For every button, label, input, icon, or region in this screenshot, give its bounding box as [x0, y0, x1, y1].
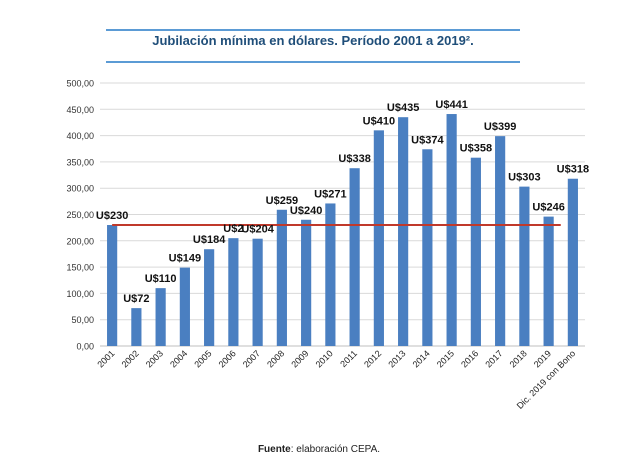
data-label: U$110 — [145, 273, 177, 285]
data-label: U$259 — [266, 195, 298, 207]
data-label: U$435 — [387, 102, 419, 114]
bar — [446, 114, 457, 346]
data-label: U$246 — [532, 202, 564, 214]
bar — [519, 186, 530, 346]
data-label: U$358 — [460, 143, 492, 155]
data-label: U$338 — [338, 153, 370, 165]
bar — [567, 178, 578, 346]
x-tick-label: 2006 — [217, 348, 238, 369]
y-tick-label: 400,00 — [66, 131, 94, 141]
data-label: U$410 — [363, 115, 395, 127]
x-tick-label: 2003 — [144, 348, 165, 369]
bar — [543, 216, 554, 346]
x-tick-label: 2014 — [411, 348, 432, 369]
data-label: U$399 — [484, 121, 516, 133]
x-tick-label: 2016 — [459, 348, 480, 369]
y-tick-label: 100,00 — [66, 289, 94, 299]
x-tick-label: 2018 — [508, 348, 529, 369]
bar — [422, 149, 433, 346]
source-label: Fuente — [257, 444, 291, 455]
x-tick-label: 2019 — [532, 348, 553, 369]
bar — [349, 168, 360, 346]
title-rule-top — [106, 29, 520, 31]
bar — [204, 249, 215, 346]
x-tick-label: 2002 — [120, 348, 141, 369]
data-label: U$204 — [241, 224, 274, 236]
y-tick-label: 50,00 — [71, 315, 94, 325]
y-tick-label: 250,00 — [66, 210, 94, 220]
data-label: U$303 — [508, 172, 540, 184]
bar — [301, 219, 312, 346]
bar — [228, 238, 239, 346]
data-label: U$72 — [123, 293, 149, 305]
data-label: U$441 — [435, 99, 467, 111]
y-tick-label: 500,00 — [66, 79, 94, 89]
x-tick-label: 2004 — [168, 348, 189, 369]
source-text: : elaboración CEPA. — [290, 444, 381, 455]
bar — [107, 225, 118, 346]
title-rule-bottom — [106, 61, 520, 63]
bar-chart: 0,00 50,00 100,00 150,00 200,00 250,00 300,00 3… — [66, 79, 589, 411]
data-label: U$149 — [169, 253, 201, 265]
x-tick-label: 2015 — [435, 348, 456, 369]
bar — [179, 267, 190, 346]
y-tick-label: 350,00 — [66, 157, 94, 167]
x-tick-label: 2008 — [265, 348, 286, 369]
data-label: U$318 — [557, 164, 589, 176]
data-label: U$271 — [314, 188, 346, 200]
bar — [398, 117, 409, 346]
x-tick-label: 2007 — [241, 348, 262, 369]
x-tick-label: 2011 — [338, 348, 359, 369]
bars — [107, 114, 578, 346]
x-tick-label: 2005 — [192, 348, 213, 369]
data-labels: U$230U$72U$110U$149U$184U$2U$204U$259U$2… — [96, 99, 589, 305]
bar — [131, 308, 142, 346]
data-label: U$230 — [96, 210, 128, 222]
x-tick-label: 2009 — [289, 348, 310, 369]
x-tick-label: 2017 — [483, 348, 504, 369]
y-tick-label: 200,00 — [66, 236, 94, 246]
bar — [373, 130, 384, 346]
bar — [325, 203, 336, 346]
bar — [155, 288, 166, 346]
bar — [276, 209, 287, 346]
x-tick-label: 2012 — [362, 348, 383, 369]
bar — [495, 136, 506, 346]
y-tick-label: 450,00 — [66, 105, 94, 115]
x-tick-label: 2013 — [386, 348, 407, 369]
data-label: U$240 — [290, 205, 322, 217]
data-label: U$184 — [193, 234, 226, 246]
y-tick-label: 150,00 — [66, 263, 94, 273]
chart-title: Jubilación mínima en dólares. Período 20… — [152, 33, 474, 48]
y-tick-label: 300,00 — [66, 184, 94, 194]
data-label: U$374 — [411, 134, 444, 146]
bar — [470, 157, 481, 346]
x-tick-label: 2010 — [314, 348, 335, 369]
y-tick-label: 0,00 — [76, 342, 94, 352]
source-note: Fuente: elaboración CEPA. — [0, 444, 638, 455]
x-tick-label: 2001 — [95, 348, 116, 369]
bar — [252, 238, 263, 346]
y-axis-ticks: 0,00 50,00 100,00 150,00 200,00 250,00 300,00 3… — [66, 79, 94, 352]
x-axis-ticks: 2001 2002 2003 2004 2005 2006 2007 2008 2009 2010… — [95, 348, 577, 411]
data-label: U$2 — [223, 223, 243, 235]
